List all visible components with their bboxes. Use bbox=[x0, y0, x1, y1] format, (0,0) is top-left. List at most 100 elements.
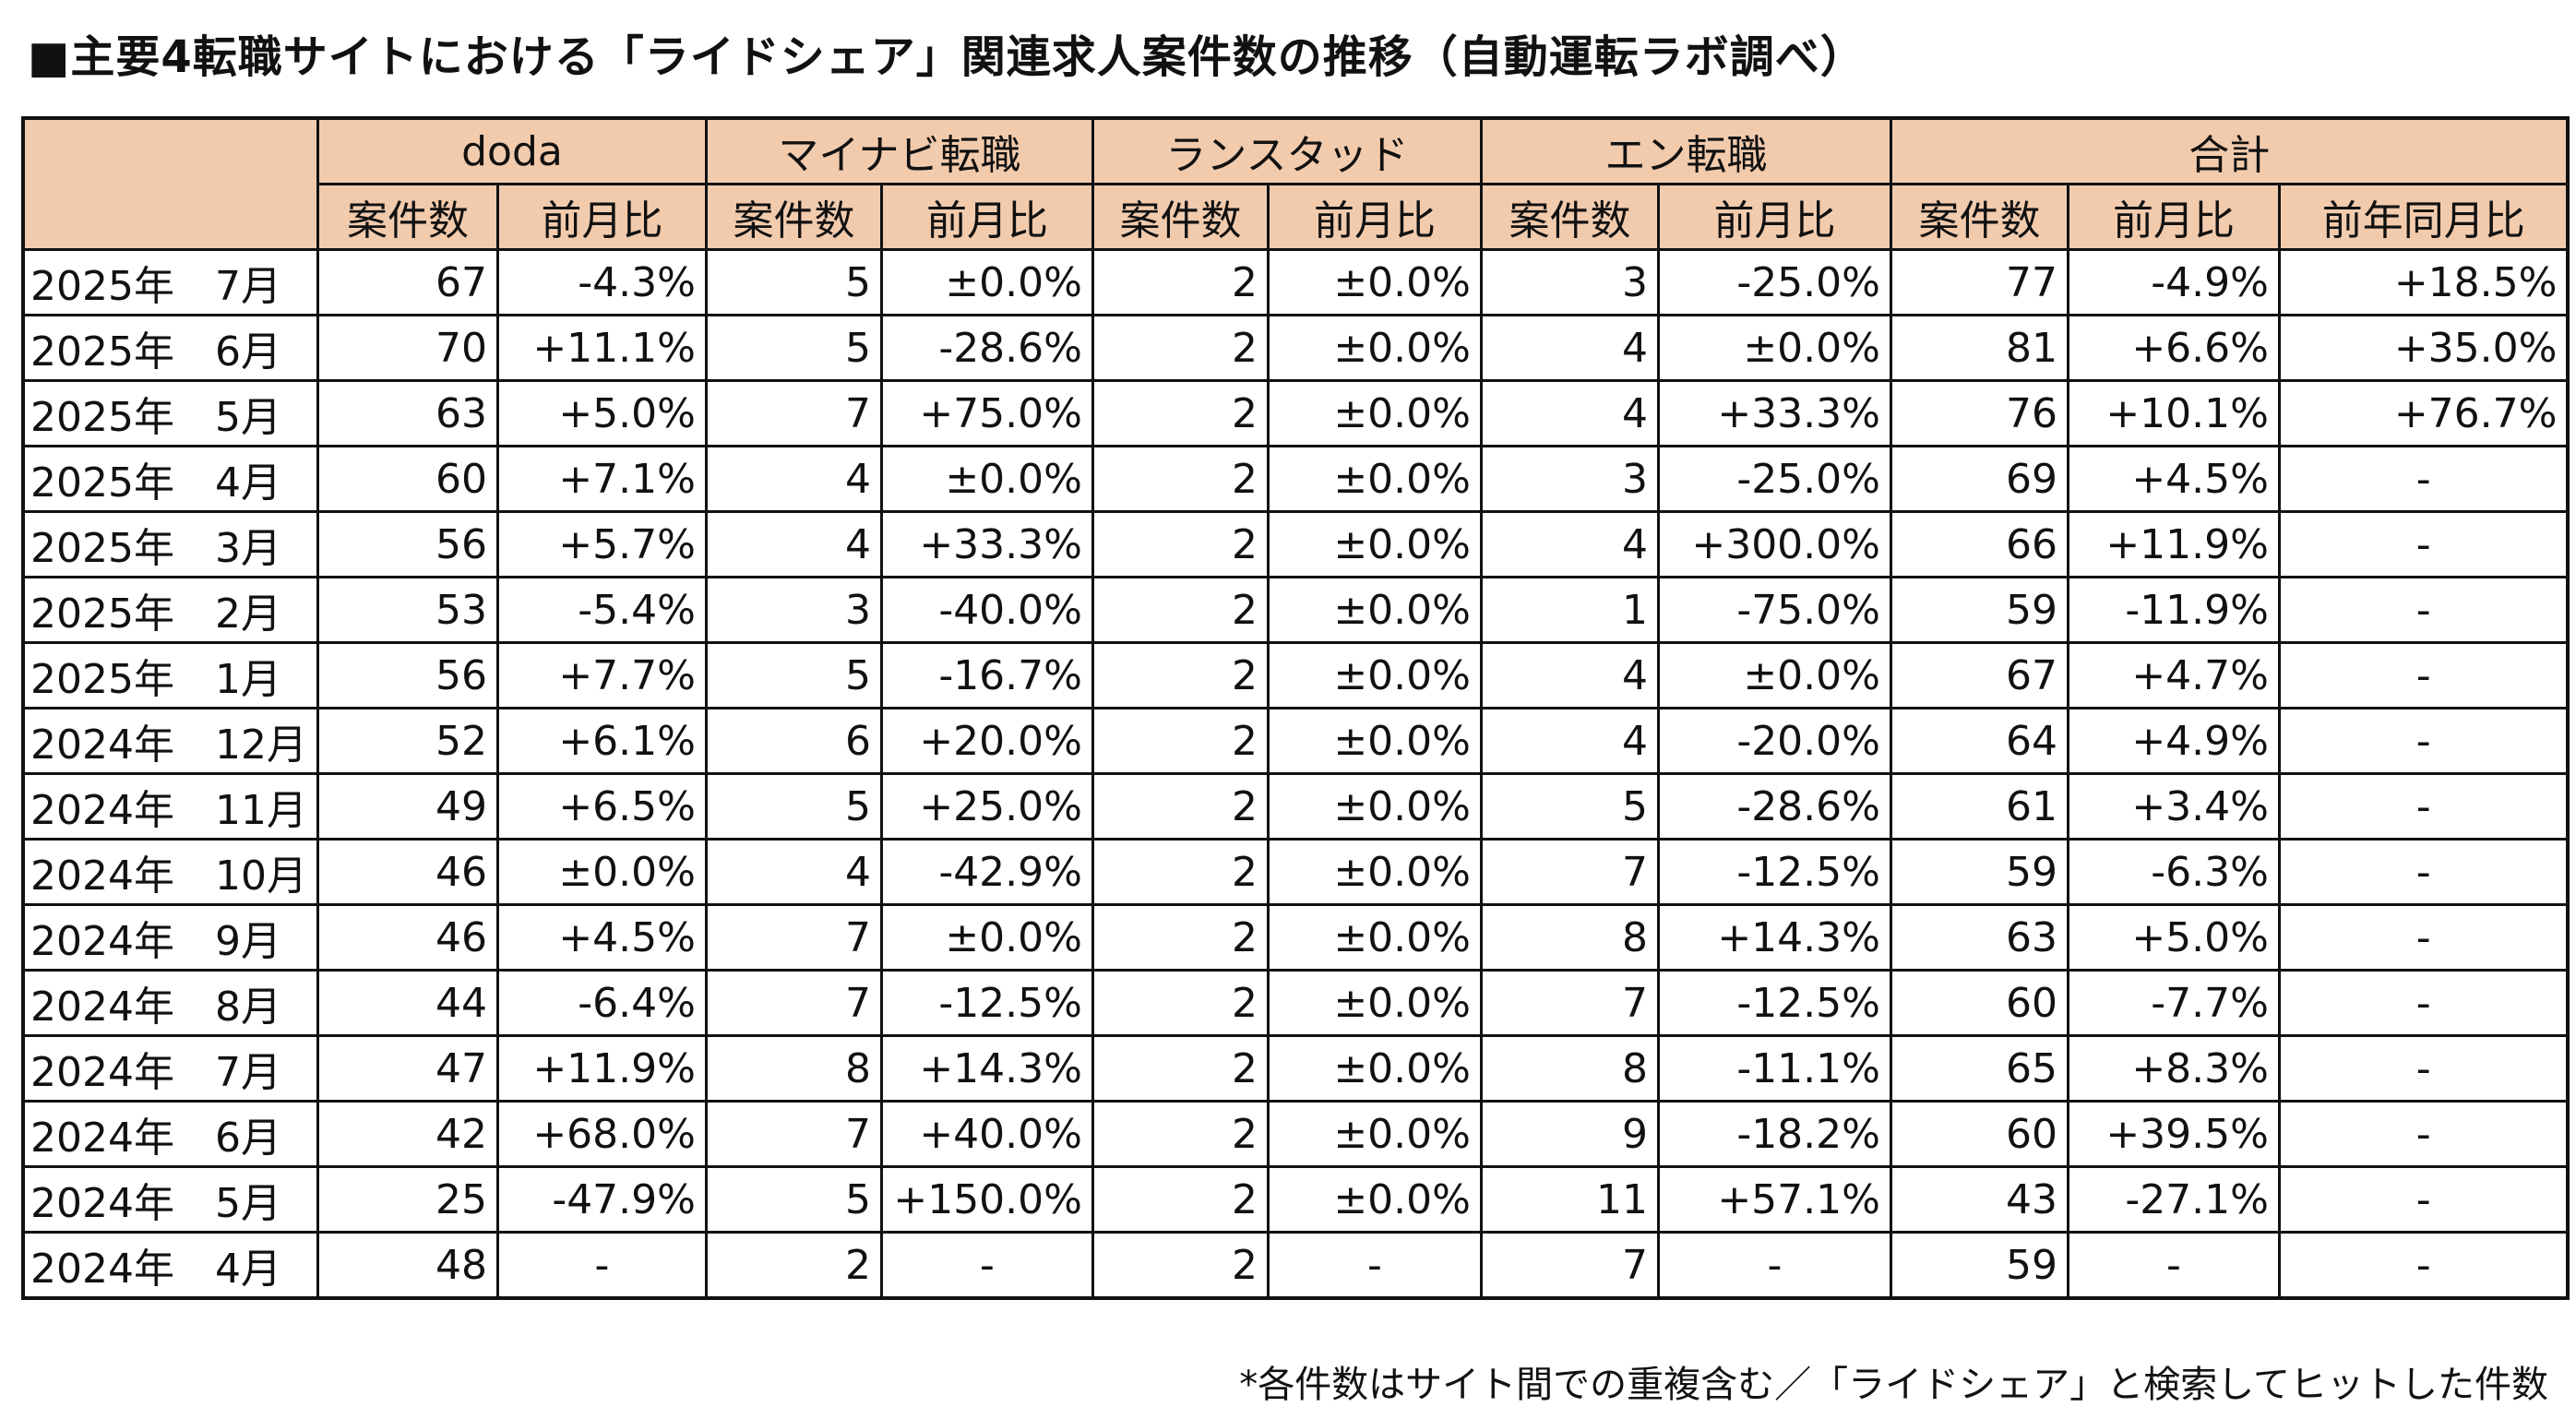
count-cell: 2 bbox=[704, 1231, 883, 1300]
change-cell: - bbox=[2277, 969, 2570, 1037]
change-cell: -27.1% bbox=[2066, 1165, 2281, 1234]
count-cell: 63 bbox=[1889, 903, 2069, 972]
footnote: *各件数はサイト間での重複含む／「ライドシェア」と検索してヒットした件数 bbox=[1239, 1364, 2548, 1406]
metric-header: 案件数 bbox=[316, 183, 499, 251]
change-cell: - bbox=[2277, 510, 2570, 578]
change-cell: +8.3% bbox=[2066, 1034, 2281, 1103]
count-cell: 48 bbox=[316, 1231, 499, 1300]
month-label: 2024年 4月 bbox=[21, 1231, 319, 1300]
month-label: 2024年 9月 bbox=[21, 903, 319, 972]
change-cell: -12.5% bbox=[879, 969, 1094, 1037]
change-cell: +40.0% bbox=[879, 1100, 1094, 1168]
change-cell: +4.9% bbox=[2066, 707, 2281, 775]
table-row: 2024年 8月 44 -6.4% 7 -12.5% 2 ±0.0% 7 -12.5% 60 -7.… bbox=[21, 969, 2570, 1037]
change-cell: ±0.0% bbox=[1266, 445, 1483, 513]
change-cell: +300.0% bbox=[1656, 510, 1892, 578]
change-cell: +10.1% bbox=[2066, 379, 2281, 447]
change-cell: -4.3% bbox=[495, 248, 708, 316]
change-cell: +5.0% bbox=[495, 379, 708, 447]
count-cell: 9 bbox=[1479, 1100, 1660, 1168]
change-cell: -5.4% bbox=[495, 576, 708, 644]
count-cell: 59 bbox=[1889, 576, 2069, 644]
change-cell: +6.6% bbox=[2066, 314, 2281, 382]
change-cell: ±0.0% bbox=[1656, 641, 1892, 710]
count-cell: 56 bbox=[316, 510, 499, 578]
count-cell: 63 bbox=[316, 379, 499, 447]
change-cell: +33.3% bbox=[879, 510, 1094, 578]
change-cell: +11.9% bbox=[2066, 510, 2281, 578]
change-cell: -47.9% bbox=[495, 1165, 708, 1234]
table-row: 2024年 6月 42 +68.0% 7 +40.0% 2 ±0.0% 9 -18.2% 60 +3… bbox=[21, 1100, 2570, 1168]
month-label: 2025年 6月 bbox=[21, 314, 319, 382]
change-cell: -25.0% bbox=[1656, 445, 1892, 513]
count-cell: 69 bbox=[1889, 445, 2069, 513]
count-cell: 4 bbox=[1479, 510, 1660, 578]
count-cell: 7 bbox=[1479, 969, 1660, 1037]
table-row: 2025年 2月 53 -5.4% 3 -40.0% 2 ±0.0% 1 -75.0% 59 -11… bbox=[21, 576, 2570, 644]
count-cell: 3 bbox=[1479, 248, 1660, 316]
change-cell: - bbox=[2277, 903, 2570, 972]
change-cell: +4.5% bbox=[495, 903, 708, 972]
change-cell: - bbox=[495, 1231, 708, 1300]
metric-header: 前月比 bbox=[1656, 183, 1892, 251]
table-row: 2024年 10月 46 ±0.0% 4 -42.9% 2 ±0.0% 7 -12.5% 59 -6… bbox=[21, 838, 2570, 906]
site-header-total: 合計 bbox=[1889, 116, 2570, 185]
count-cell: 47 bbox=[316, 1034, 499, 1103]
table-row: 2024年 4月 48-2-2-7-59- - bbox=[21, 1231, 2570, 1300]
count-cell: 2 bbox=[1091, 248, 1270, 316]
count-cell: 7 bbox=[704, 969, 883, 1037]
change-cell: -28.6% bbox=[879, 314, 1094, 382]
metric-header: 案件数 bbox=[1479, 183, 1660, 251]
metric-header: 前月比 bbox=[1266, 183, 1483, 251]
change-cell: -11.1% bbox=[1656, 1034, 1892, 1103]
change-cell: +14.3% bbox=[1656, 903, 1892, 972]
change-cell: ±0.0% bbox=[1266, 641, 1483, 710]
change-cell: +11.1% bbox=[495, 314, 708, 382]
change-cell: - bbox=[2277, 838, 2570, 906]
count-cell: 5 bbox=[704, 248, 883, 316]
count-cell: 7 bbox=[704, 903, 883, 972]
count-cell: 65 bbox=[1889, 1034, 2069, 1103]
metric-header: 前月比 bbox=[879, 183, 1094, 251]
change-cell: -42.9% bbox=[879, 838, 1094, 906]
change-cell: ±0.0% bbox=[1266, 1165, 1483, 1234]
change-cell: +18.5% bbox=[2277, 248, 2570, 316]
change-cell: ±0.0% bbox=[1266, 379, 1483, 447]
count-cell: 2 bbox=[1091, 903, 1270, 972]
change-cell: +6.1% bbox=[495, 707, 708, 775]
count-cell: 2 bbox=[1091, 772, 1270, 841]
change-cell: ±0.0% bbox=[879, 903, 1094, 972]
count-cell: 61 bbox=[1889, 772, 2069, 841]
count-cell: 2 bbox=[1091, 445, 1270, 513]
count-cell: 1 bbox=[1479, 576, 1660, 644]
month-label: 2025年 3月 bbox=[21, 510, 319, 578]
count-cell: 5 bbox=[704, 314, 883, 382]
count-cell: 8 bbox=[1479, 1034, 1660, 1103]
count-cell: 3 bbox=[1479, 445, 1660, 513]
count-cell: 2 bbox=[1091, 1231, 1270, 1300]
change-cell: ±0.0% bbox=[1266, 576, 1483, 644]
count-cell: 5 bbox=[1479, 772, 1660, 841]
change-cell: -75.0% bbox=[1656, 576, 1892, 644]
month-label: 2024年 6月 bbox=[21, 1100, 319, 1168]
change-cell: - bbox=[2277, 576, 2570, 644]
change-cell: ±0.0% bbox=[495, 838, 708, 906]
site-header-doda: doda bbox=[316, 116, 708, 185]
change-cell: -16.7% bbox=[879, 641, 1094, 710]
month-label: 2024年 7月 bbox=[21, 1034, 319, 1103]
count-cell: 49 bbox=[316, 772, 499, 841]
count-cell: 2 bbox=[1091, 510, 1270, 578]
change-cell: -28.6% bbox=[1656, 772, 1892, 841]
change-cell: ±0.0% bbox=[1266, 1034, 1483, 1103]
change-cell: - bbox=[1656, 1231, 1892, 1300]
change-cell: +75.0% bbox=[879, 379, 1094, 447]
change-cell: ±0.0% bbox=[879, 248, 1094, 316]
count-cell: 44 bbox=[316, 969, 499, 1037]
count-cell: 8 bbox=[1479, 903, 1660, 972]
month-label: 2025年 7月 bbox=[21, 248, 319, 316]
count-cell: 81 bbox=[1889, 314, 2069, 382]
change-cell: ±0.0% bbox=[1266, 1100, 1483, 1168]
count-cell: 7 bbox=[1479, 1231, 1660, 1300]
count-cell: 60 bbox=[316, 445, 499, 513]
table-row: 2024年 12月 52 +6.1% 6 +20.0% 2 ±0.0% 4 -20.0% 64 +4… bbox=[21, 707, 2570, 775]
